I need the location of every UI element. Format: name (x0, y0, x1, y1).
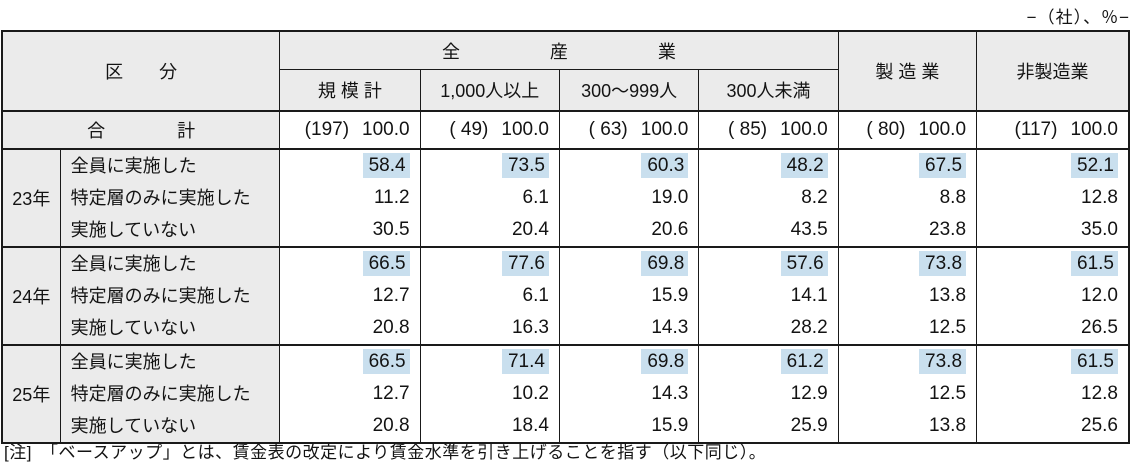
value-cell: 20.8 (279, 312, 421, 345)
row-label: 特定層のみに実施した (59, 378, 281, 410)
value-cell: 12.5 (837, 312, 978, 345)
value-cell: 23.8 (837, 214, 978, 247)
row-label: 全員に実施した (59, 246, 281, 280)
total-cell: (197) 100.0 (279, 110, 421, 150)
value-cell: 14.3 (558, 378, 700, 410)
value-cell: 66.5 (279, 246, 421, 280)
value-cell: 11.2 (279, 182, 421, 214)
value-cell: 15.9 (558, 410, 700, 443)
value-cell: 12.8 (976, 182, 1130, 214)
value-cell: 12.5 (837, 378, 978, 410)
value-cell: 60.3 (558, 148, 700, 182)
value-cell: 13.8 (837, 280, 978, 312)
value-cell: 61.5 (976, 344, 1130, 378)
value-cell: 67.5 (837, 148, 978, 182)
header-size-under300: 300人未満 (698, 69, 839, 111)
header-non-manufacturing: 非製造業 (976, 31, 1130, 111)
header-row-1: 区 分 全 産 業 製 造 業 非製造業 (1, 31, 1130, 111)
value-cell: 35.0 (976, 214, 1130, 247)
header-size-1000plus: 1,000人以上 (419, 69, 560, 111)
value-cell: 8.2 (698, 182, 839, 214)
value-cell: 73.8 (837, 246, 978, 280)
table-row: 24年 全員に実施した 66.5 77.6 69.8 57.6 73.8 61.… (1, 246, 1130, 345)
value-cell: 12.7 (279, 280, 421, 312)
value-cell: 48.2 (698, 148, 839, 182)
value-cell: 58.4 (279, 148, 421, 182)
value-cell: 12.9 (698, 378, 839, 410)
row-label: 実施していない (59, 312, 281, 345)
value-cell: 6.1 (419, 280, 560, 312)
value-cell: 8.8 (837, 182, 978, 214)
year-label: 23年 (1, 148, 61, 247)
value-cell: 20.8 (279, 410, 421, 443)
value-cell: 25.9 (698, 410, 839, 443)
header-all-industries: 全 産 業 (279, 31, 839, 70)
wage-baseup-table: 区 分 全 産 業 製 造 業 非製造業 規 模 計 1,000人以上 300〜… (1, 30, 1130, 444)
header-size-300-999: 300〜999人 (558, 69, 700, 111)
year-label: 25年 (1, 344, 61, 443)
value-cell: 26.5 (976, 312, 1130, 345)
table-row: 特定層のみに実施した 12.7 10.2 14.3 12.9 12.5 12.8 (2, 378, 1130, 410)
value-cell: 15.9 (558, 280, 700, 312)
value-cell: 73.5 (419, 148, 560, 182)
total-row: 合 計 (197) 100.0 ( 49) 100.0 ( 63) 100.0 ( 8… (1, 110, 1130, 150)
value-cell: 12.0 (976, 280, 1130, 312)
value-cell: 12.7 (279, 378, 421, 410)
table-row: 特定層のみに実施した 12.7 6.1 15.9 14.1 13.8 12.0 (2, 280, 1130, 312)
total-label: 合 計 (1, 110, 281, 150)
value-cell: 52.1 (976, 148, 1130, 182)
footnote: [注] 「ベースアップ」とは、賃金表の改定により賃金水準を引き上げることを指す（… (4, 443, 767, 462)
value-cell: 25.6 (976, 410, 1130, 443)
value-cell: 18.4 (419, 410, 560, 443)
value-cell: 16.3 (419, 312, 560, 345)
value-cell: 66.5 (279, 344, 421, 378)
value-cell: 13.8 (837, 410, 978, 443)
row-label: 全員に実施した (59, 148, 281, 182)
row-label: 特定層のみに実施した (59, 280, 281, 312)
header-manufacturing: 製 造 業 (837, 31, 978, 111)
value-cell: 69.8 (558, 246, 700, 280)
total-cell: ( 49) 100.0 (419, 110, 560, 150)
value-cell: 73.8 (837, 344, 978, 378)
value-cell: 61.5 (976, 246, 1130, 280)
value-cell: 14.1 (698, 280, 839, 312)
value-cell: 61.2 (698, 344, 839, 378)
value-cell: 28.2 (698, 312, 839, 345)
table-row: 特定層のみに実施した 11.2 6.1 19.0 8.2 8.8 12.8 (2, 182, 1130, 214)
value-cell: 69.8 (558, 344, 700, 378)
table-row: 25年 全員に実施した 66.5 71.4 69.8 61.2 73.8 61.… (1, 344, 1130, 443)
row-label: 全員に実施した (59, 344, 281, 378)
value-cell: 43.5 (698, 214, 839, 247)
value-cell: 57.6 (698, 246, 839, 280)
table-row: 23年 全員に実施した 58.4 73.5 60.3 48.2 67.5 52.… (1, 148, 1130, 247)
row-label: 実施していない (59, 214, 281, 247)
table-row: 実施していない 20.8 16.3 14.3 28.2 12.5 26.5 (2, 312, 1130, 345)
year-label: 24年 (1, 246, 61, 345)
total-cell: ( 85) 100.0 (698, 110, 839, 150)
value-cell: 12.8 (976, 378, 1130, 410)
table-row: 実施していない 30.5 20.4 20.6 43.5 23.8 35.0 (2, 214, 1130, 247)
header-row-2: 規 模 計 1,000人以上 300〜999人 300人未満 (2, 69, 1129, 111)
total-cell: (117) 100.0 (976, 110, 1130, 150)
total-cell: ( 63) 100.0 (558, 110, 700, 150)
header-size-total: 規 模 計 (279, 69, 421, 111)
unit-label: −（社）、％− (1026, 8, 1130, 27)
table-row: 実施していない 20.8 18.4 15.9 25.9 13.8 25.6 (2, 410, 1130, 443)
row-label: 特定層のみに実施した (59, 182, 281, 214)
value-cell: 77.6 (419, 246, 560, 280)
value-cell: 30.5 (279, 214, 421, 247)
value-cell: 20.4 (419, 214, 560, 247)
total-cell: ( 80) 100.0 (837, 110, 978, 150)
value-cell: 10.2 (419, 378, 560, 410)
value-cell: 6.1 (419, 182, 560, 214)
value-cell: 19.0 (558, 182, 700, 214)
header-category: 区 分 (1, 31, 281, 111)
value-cell: 71.4 (419, 344, 560, 378)
value-cell: 20.6 (558, 214, 700, 247)
value-cell: 14.3 (558, 312, 700, 345)
